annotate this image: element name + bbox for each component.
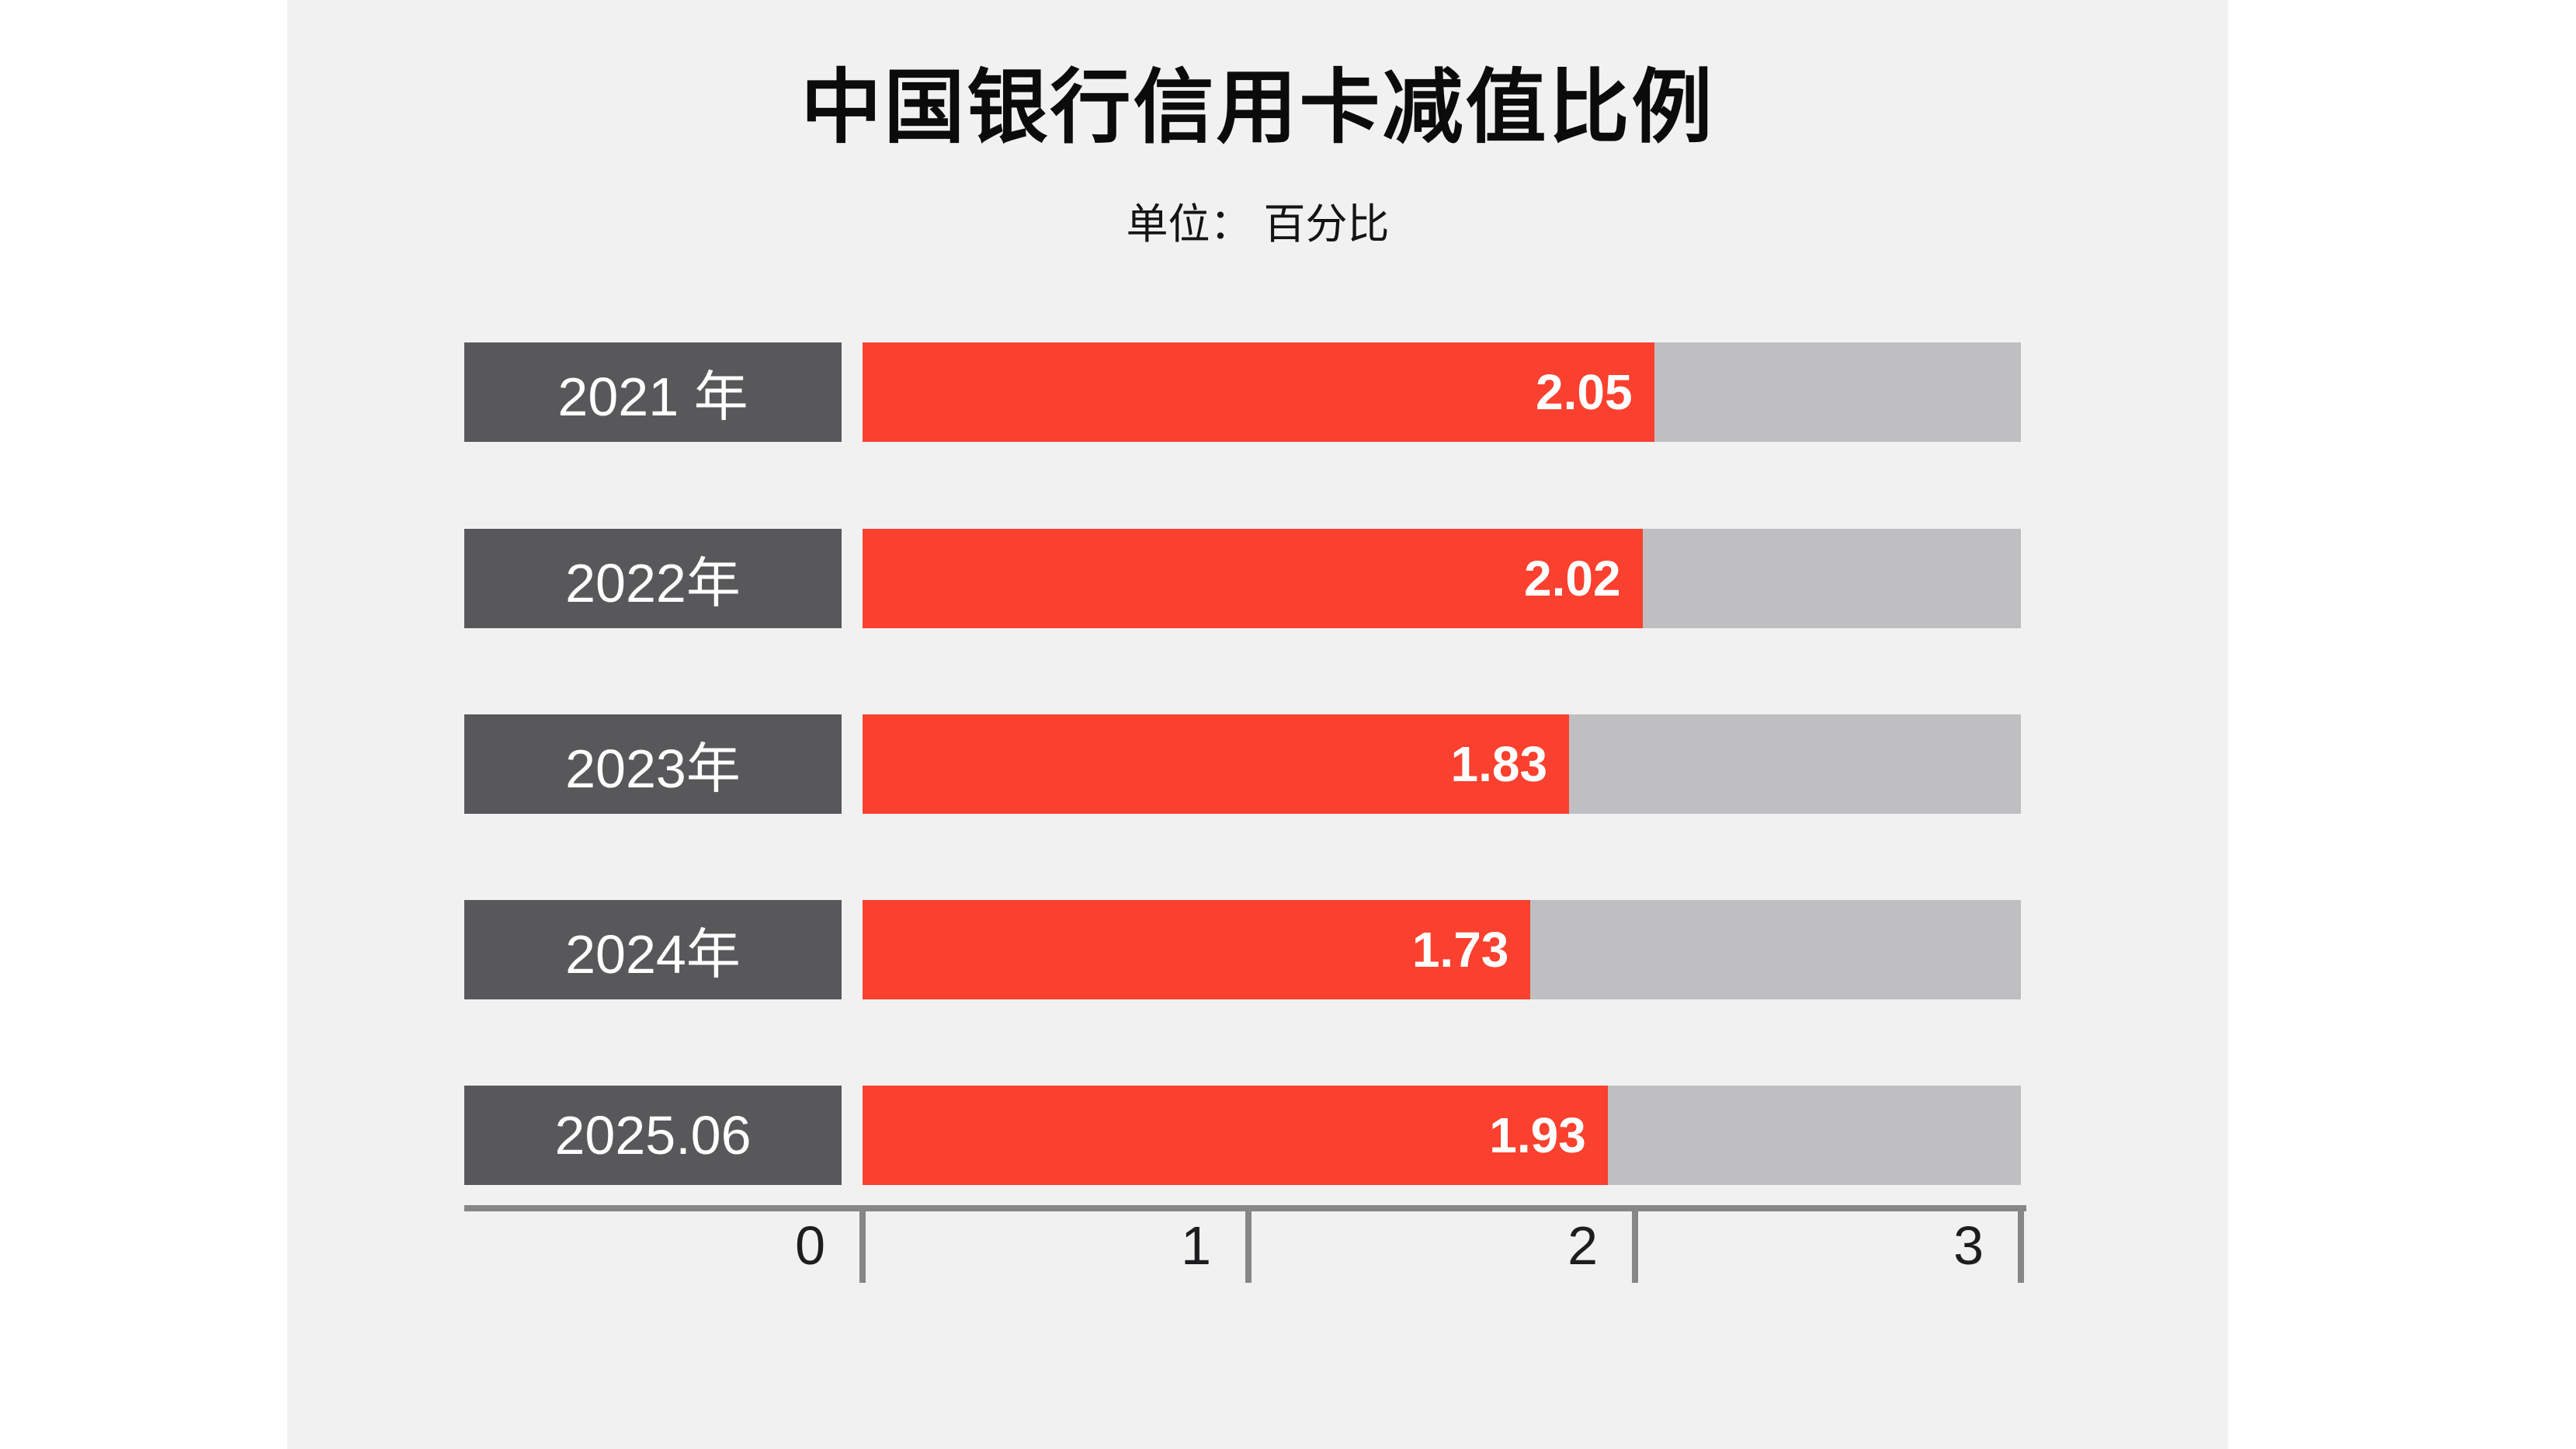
x-axis-tick	[1632, 1208, 1638, 1283]
bar-fill: 2.05	[863, 342, 1654, 442]
category-label: 2021 年	[464, 342, 842, 442]
x-axis-tick-label: 3	[1953, 1215, 1984, 1276]
bar-row-2022: 2022年 2.02	[287, 529, 2228, 628]
x-axis-tick-label: 0	[795, 1215, 825, 1276]
x-axis-tick-label: 1	[1181, 1215, 1211, 1276]
category-label: 2022年	[464, 529, 842, 628]
bar-track: 1.83	[863, 714, 2021, 814]
bar-row-2024: 2024年 1.73	[287, 900, 2228, 999]
bar-track: 2.05	[863, 342, 2021, 442]
bar-value-label: 2.02	[1524, 551, 1621, 606]
bar-value-label: 1.73	[1411, 922, 1509, 978]
bar-value-label: 2.05	[1535, 364, 1633, 420]
bar-row-2021: 2021 年 2.05	[287, 342, 2228, 442]
chart-area: 中国银行信用卡减值比例 单位： 百分比 2021 年 2.05 2022年 2.…	[287, 0, 2228, 1449]
bar-value-label: 1.83	[1450, 736, 1548, 792]
bar-row-2023: 2023年 1.83	[287, 714, 2228, 814]
bar-fill: 1.83	[863, 714, 1570, 814]
bar-row-2025-06: 2025.06 1.93	[287, 1086, 2228, 1185]
category-label: 2023年	[464, 714, 842, 814]
bar-fill: 2.02	[863, 529, 1643, 628]
x-axis-tick-label: 2	[1567, 1215, 1598, 1276]
bar-fill: 1.93	[863, 1086, 1608, 1185]
bar-track: 1.93	[863, 1086, 2021, 1185]
x-axis-tick	[859, 1208, 866, 1283]
chart-subtitle: 单位： 百分比	[1126, 201, 1390, 248]
chart-title: 中国银行信用卡减值比例	[800, 63, 1715, 153]
category-label: 2024年	[464, 900, 842, 999]
category-label: 2025.06	[464, 1086, 842, 1185]
x-axis-tick	[2018, 1208, 2024, 1283]
bar-value-label: 1.93	[1489, 1107, 1586, 1163]
bar-fill: 1.73	[863, 900, 1531, 999]
x-axis-tick	[1245, 1208, 1252, 1283]
bar-track: 1.73	[863, 900, 2021, 999]
bar-track: 2.02	[863, 529, 2021, 628]
